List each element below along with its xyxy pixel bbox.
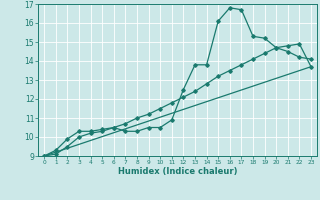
X-axis label: Humidex (Indice chaleur): Humidex (Indice chaleur) [118, 167, 237, 176]
